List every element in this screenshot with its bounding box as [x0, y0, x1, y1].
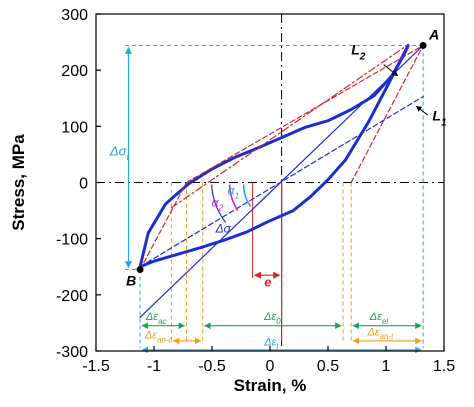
label-eps-0: Δε0: [263, 311, 281, 326]
label-alpha2: α2: [212, 196, 224, 213]
x-tick-label: 0: [266, 358, 275, 375]
series-hysteresis-lower-branch: [138, 43, 410, 269]
y-tick-label: 300: [61, 7, 88, 24]
y-tick-label: -100: [56, 232, 88, 249]
x-tick-label: 1: [382, 358, 391, 375]
point-a: [419, 41, 427, 49]
axis-ticks: -1.5 -1 -0.5 0 0.5 1 1.5 -300 -200 -100 0 100 200 300: [56, 7, 455, 375]
series-hysteresis-upper-branch: [138, 43, 410, 269]
label-l1: L1: [432, 108, 447, 129]
label-eps-an-t: Δεan-t: [366, 326, 394, 341]
label-e: e: [264, 274, 271, 289]
series-L1: [139, 95, 424, 268]
series-unloading-1: [185, 44, 424, 184]
label-delta-sigma: Δσ: [215, 222, 232, 236]
y-axis-title: Stress, MPa: [9, 134, 28, 231]
point-label-b: B: [126, 273, 136, 289]
series-unloading-2: [139, 181, 188, 271]
label-alpha1: α1: [228, 184, 240, 201]
series-layer: AB: [126, 26, 439, 318]
series-L2: [170, 44, 408, 209]
y-tick-label: -200: [56, 288, 88, 305]
series-unloading-3: [350, 44, 424, 184]
x-axis-title: Strain, %: [234, 376, 307, 395]
label-l2: L2: [351, 41, 366, 62]
point-label-a: A: [428, 26, 439, 42]
x-tick-label: -1: [147, 358, 161, 375]
x-tick-label: 0.5: [317, 358, 339, 375]
y-tick-label: -300: [56, 344, 88, 361]
alpha1-arc: [242, 184, 252, 207]
y-tick-label: 100: [61, 119, 88, 136]
x-tick-label: -0.5: [198, 358, 226, 375]
point-b: [136, 266, 144, 274]
x-tick-label: -1.5: [82, 358, 110, 375]
alpha2-arc: [228, 184, 239, 211]
delta-sigma-arc: [211, 184, 227, 223]
label-eps-ac: Δεac: [145, 311, 167, 326]
l1-pointer: [415, 105, 429, 116]
y-tick-label: 0: [79, 176, 88, 193]
label-eps-el: Δεel: [369, 311, 389, 326]
x-tick-label: 1.5: [433, 358, 455, 375]
label-eps-t: Δεt: [263, 336, 279, 351]
label-delta-sigma-t: Δσt: [109, 144, 130, 163]
guide-lines: [96, 14, 444, 351]
label-eps-an-c: Δεan-c: [144, 330, 173, 345]
y-tick-label: 200: [61, 63, 88, 80]
l2-pointer: [383, 64, 399, 77]
